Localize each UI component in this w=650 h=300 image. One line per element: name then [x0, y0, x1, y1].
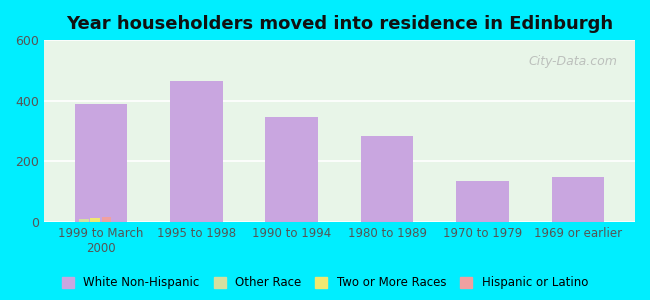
Bar	[102, 217, 111, 222]
Bar	[90, 218, 100, 222]
Title: Year householders moved into residence in Edinburgh: Year householders moved into residence i…	[66, 15, 613, 33]
Bar	[75, 104, 127, 222]
Bar	[170, 81, 222, 222]
Text: City-Data.com: City-Data.com	[528, 55, 618, 68]
Bar	[265, 118, 318, 222]
Bar	[552, 177, 604, 222]
Legend: White Non-Hispanic, Other Race, Two or More Races, Hispanic or Latino: White Non-Hispanic, Other Race, Two or M…	[57, 272, 593, 294]
Bar	[79, 219, 88, 222]
Bar	[361, 136, 413, 222]
Bar	[456, 181, 509, 222]
